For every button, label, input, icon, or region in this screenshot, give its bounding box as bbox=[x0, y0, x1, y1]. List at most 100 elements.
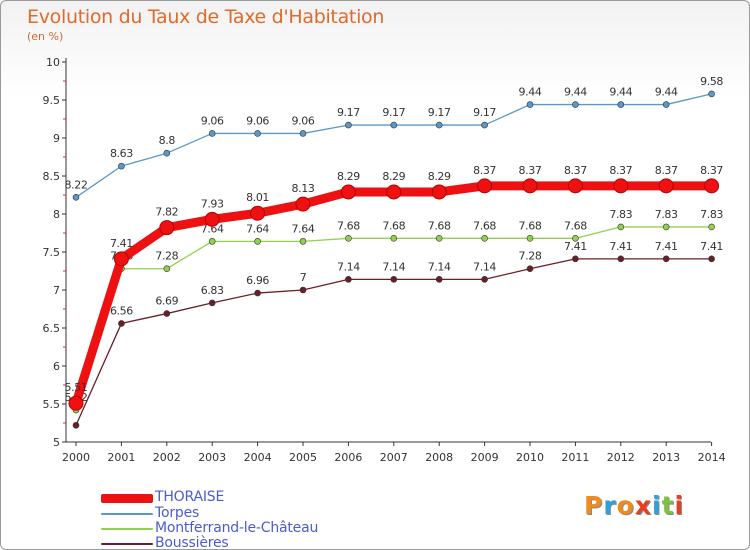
point-montferrand-le-chateau bbox=[299, 238, 307, 245]
data-label-torpes: 9.17 bbox=[382, 106, 405, 119]
data-label-montferrand-le-chateau: 7.68 bbox=[564, 219, 587, 232]
point-montferrand-le-chateau bbox=[390, 235, 398, 242]
data-label-boussieres: 7.41 bbox=[700, 240, 723, 253]
point-thoraise bbox=[658, 178, 674, 194]
chart-subtitle: (en %) bbox=[27, 30, 64, 43]
point-boussieres bbox=[435, 276, 443, 283]
point-boussieres bbox=[708, 255, 715, 263]
data-label-thoraise: 7.93 bbox=[201, 197, 224, 210]
data-label-montferrand-le-chateau: 7.64 bbox=[201, 222, 224, 235]
x-tick-label: 2006 bbox=[334, 451, 362, 464]
x-tick-label: 2013 bbox=[652, 451, 680, 464]
point-boussieres bbox=[254, 289, 261, 297]
data-label-torpes: 9.17 bbox=[428, 106, 451, 119]
point-montferrand-le-chateau bbox=[572, 235, 579, 242]
point-torpes bbox=[163, 149, 171, 157]
data-label-montferrand-le-chateau: 7.68 bbox=[473, 219, 496, 232]
legend-swatch-boussieres bbox=[101, 543, 153, 545]
y-tick-label: 8.5 bbox=[43, 170, 61, 183]
data-label-boussieres: 6.83 bbox=[201, 284, 224, 297]
data-label-montferrand-le-chateau: 7.68 bbox=[382, 219, 405, 232]
data-label-torpes: 9.06 bbox=[201, 114, 224, 127]
point-boussieres bbox=[572, 255, 579, 263]
data-label-boussieres: 7.41 bbox=[609, 240, 632, 253]
x-tick-label: 2009 bbox=[471, 451, 499, 464]
point-torpes bbox=[572, 101, 579, 108]
x-tick-label: 2011 bbox=[561, 451, 589, 464]
data-label-thoraise: 8.01 bbox=[246, 191, 269, 204]
data-label-thoraise: 8.37 bbox=[700, 164, 723, 177]
point-thoraise bbox=[340, 184, 356, 200]
x-tick-label: 2002 bbox=[153, 451, 181, 464]
point-montferrand-le-chateau bbox=[617, 223, 625, 231]
data-label-montferrand-le-chateau: 7.68 bbox=[519, 219, 542, 232]
data-label-thoraise: 8.37 bbox=[655, 164, 678, 177]
point-thoraise bbox=[204, 211, 220, 227]
x-tick-label: 2005 bbox=[289, 451, 317, 464]
point-boussieres bbox=[72, 421, 80, 429]
point-torpes bbox=[118, 162, 125, 170]
point-thoraise bbox=[567, 178, 583, 194]
x-tick-label: 2003 bbox=[198, 451, 226, 464]
point-thoraise bbox=[295, 196, 311, 212]
data-label-thoraise: 7.41 bbox=[110, 237, 133, 250]
data-label-montferrand-le-chateau: 7.68 bbox=[428, 219, 451, 232]
data-label-boussieres: 7.41 bbox=[564, 240, 587, 253]
x-tick-label: 2014 bbox=[698, 451, 726, 464]
point-thoraise bbox=[522, 178, 538, 194]
point-boussieres bbox=[118, 320, 125, 327]
point-thoraise bbox=[250, 205, 266, 221]
point-thoraise bbox=[704, 178, 720, 194]
data-label-thoraise: 8.29 bbox=[337, 170, 360, 183]
data-label-boussieres: 7.14 bbox=[473, 260, 496, 273]
data-label-montferrand-le-chateau: 7.83 bbox=[609, 208, 632, 221]
point-torpes bbox=[617, 101, 625, 108]
data-label-thoraise: 8.37 bbox=[473, 164, 496, 177]
x-tick-label: 2007 bbox=[380, 451, 408, 464]
data-label-boussieres: 7.14 bbox=[428, 260, 451, 273]
point-montferrand-le-chateau bbox=[435, 235, 443, 242]
data-label-torpes: 8.8 bbox=[159, 134, 176, 147]
proxiti-logo: Proxiti bbox=[584, 491, 685, 520]
y-tick-label: 9.5 bbox=[43, 94, 61, 107]
x-tick-label: 2012 bbox=[607, 451, 635, 464]
point-thoraise bbox=[477, 178, 493, 194]
point-boussieres bbox=[526, 265, 534, 273]
x-tick-label: 2001 bbox=[107, 451, 135, 464]
legend-label-torpes: Torpes bbox=[155, 505, 200, 521]
point-montferrand-le-chateau bbox=[708, 223, 715, 231]
point-torpes bbox=[526, 101, 534, 108]
data-label-torpes: 9.17 bbox=[473, 106, 496, 119]
data-label-torpes: 9.44 bbox=[519, 86, 542, 99]
point-torpes bbox=[345, 121, 352, 129]
data-label-boussieres: 7.28 bbox=[519, 250, 542, 263]
point-boussieres bbox=[662, 255, 670, 263]
data-label-thoraise: 5.51 bbox=[65, 381, 88, 394]
legend-label-thoraise: THORAISE bbox=[155, 489, 225, 505]
data-label-thoraise: 7.82 bbox=[155, 206, 178, 219]
data-label-boussieres: 7.14 bbox=[337, 260, 360, 273]
point-montferrand-le-chateau bbox=[254, 238, 261, 245]
data-label-thoraise: 8.29 bbox=[382, 170, 405, 183]
point-torpes bbox=[708, 90, 715, 98]
point-boussieres bbox=[345, 276, 352, 283]
point-montferrand-le-chateau bbox=[163, 265, 171, 273]
data-label-torpes: 9.44 bbox=[609, 86, 632, 99]
x-tick-label: 2010 bbox=[516, 451, 544, 464]
point-torpes bbox=[72, 193, 80, 201]
data-label-montferrand-le-chateau: 7.64 bbox=[246, 222, 269, 235]
data-label-montferrand-le-chateau: 7.83 bbox=[655, 208, 678, 221]
data-label-torpes: 9.58 bbox=[700, 75, 723, 88]
data-label-boussieres: 7.41 bbox=[655, 240, 678, 253]
legend-label-montferrand: Montferrand-le-Château bbox=[155, 520, 319, 536]
point-torpes bbox=[254, 130, 261, 137]
point-thoraise bbox=[613, 178, 629, 194]
y-tick-label: 5.5 bbox=[43, 398, 61, 411]
data-label-thoraise: 8.37 bbox=[564, 164, 587, 177]
x-tick-label: 2000 bbox=[62, 451, 90, 464]
x-tick-label: 2004 bbox=[244, 451, 272, 464]
data-label-montferrand-le-chateau: 7.28 bbox=[155, 250, 178, 263]
data-label-thoraise: 8.13 bbox=[292, 182, 315, 195]
data-label-torpes: 9.44 bbox=[655, 86, 678, 99]
